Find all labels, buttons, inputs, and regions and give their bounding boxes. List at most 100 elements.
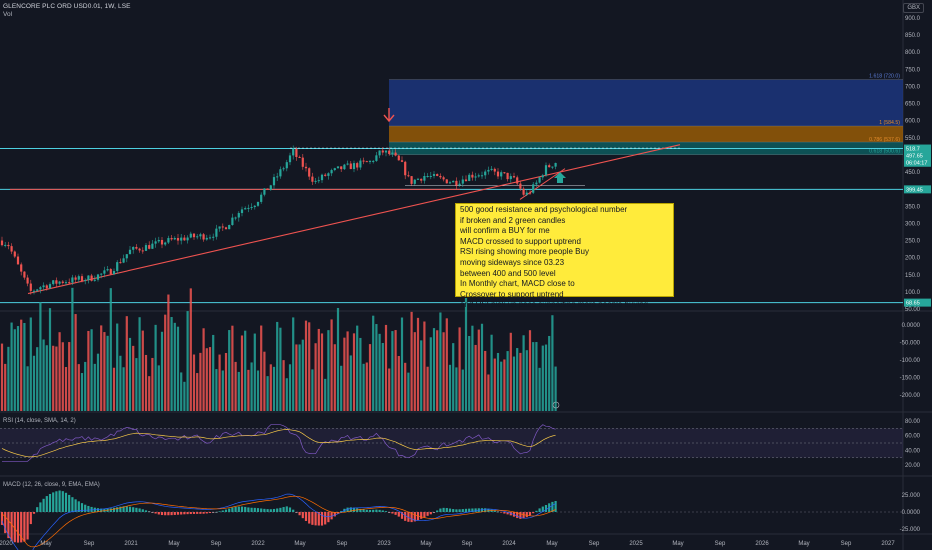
macd-histogram-bar [519,512,522,519]
rsi-pane [0,424,903,462]
macd-histogram-bar [10,512,13,541]
macd-histogram-bar [461,509,464,512]
histogram-bar [525,350,528,411]
histogram-bar [26,366,29,411]
candle-body [90,275,93,281]
histogram-bar [93,363,96,411]
histogram-bar [132,345,135,411]
time-tick: 2022 [251,541,265,547]
macd-histogram-bar [240,506,244,512]
price-tag-bg [904,151,931,160]
candle-body [45,285,48,289]
histogram-bar [436,330,439,411]
histogram-bar [333,344,336,411]
price-tick: 50.00 [905,307,921,313]
macd-histogram-bar [128,506,132,512]
histogram-bar [349,355,352,411]
candle-body [138,248,141,251]
candle-body [448,182,452,184]
histogram-bar [448,364,452,411]
histogram-bar [544,344,548,411]
histogram-bar [288,364,292,411]
histogram-bar [317,328,320,411]
histogram-bar [468,335,471,411]
histogram-bar [336,307,340,411]
eye-icon [552,401,560,409]
candle-body [48,284,52,289]
fib-label: 0.618 (500.6) [869,149,900,155]
rsi-label[interactable]: RSI (14, close, SMA, 14, 2) [3,418,76,424]
macd-histogram-bar [541,506,544,512]
macd-histogram-bar [516,512,519,519]
candle-body [500,172,503,177]
symbol-title[interactable]: GLENCORE PLC ORD USD0.01, 1W, LSE [3,3,131,10]
candle-body [199,234,202,237]
candle-body [506,172,509,180]
histogram-bar [52,345,55,411]
histogram-bar [36,347,39,411]
macd-histogram-bar [119,506,122,512]
macd-histogram-bar [346,507,349,512]
macd-histogram-bar [144,510,148,512]
macd-histogram-bar [29,512,32,525]
histogram-bar [295,344,298,411]
histogram-bar [84,361,87,411]
candle-body [144,245,148,251]
macd-histogram-bar [260,508,263,512]
candle-body [96,274,100,280]
candle-body [304,166,308,169]
histogram-bar [29,317,32,411]
macd-histogram-bar [349,507,352,512]
histogram-bar [528,330,532,411]
candle-body [36,289,39,291]
macd-histogram-bar [68,494,71,512]
histogram-bar [346,331,349,411]
histogram-bar [503,359,506,411]
macd-histogram-bar [61,491,64,512]
macd-label[interactable]: MACD (12, 26, close, 9, EMA, EMA) [3,482,100,488]
macd-histogram-bar [400,512,404,519]
candle-body [455,180,458,186]
macd-histogram-bar [448,508,452,512]
macd-tick: -25.000 [900,527,921,533]
candle-body [160,239,164,245]
candle-body [61,281,64,283]
histogram-bar [196,373,199,411]
histogram-bar [112,367,116,411]
price-tag-label: 68.65 [906,301,920,307]
candle-body [180,237,183,241]
price-tick: 300.0 [905,221,921,227]
histogram-bar [381,343,384,411]
macd-histogram-bar [468,508,471,512]
macd-histogram-bar [506,512,509,515]
histogram-bar [500,361,503,411]
currency-badge[interactable]: GBX [903,3,924,13]
candle-body [74,277,77,280]
time-tick: Sep [841,541,852,547]
candle-body [154,241,157,244]
macd-histogram-bar [87,505,90,512]
macd-histogram-bar [500,512,503,513]
candle-body [52,280,55,285]
macd-histogram-bar [288,507,292,512]
histogram-bar [256,370,260,411]
candle-body [381,150,384,153]
histogram-bar [224,353,228,411]
histogram-bar [327,330,330,411]
histogram-bar [90,329,93,411]
histogram-bar [276,321,279,411]
histogram-bar [420,340,423,411]
candle-body [279,169,282,177]
macd-histogram-bar [253,507,256,512]
histogram-bar [493,358,496,411]
macd-histogram-bar [212,512,215,513]
candle-body [413,179,416,184]
price-tick: 550.0 [905,136,921,142]
time-tick: Sep [84,541,95,547]
candle-body [365,161,368,163]
annotation-note[interactable]: 500 good resistance and psychological nu… [455,203,674,309]
histogram-bar [122,367,125,411]
candle-body [151,243,154,249]
time-tick: Sep [462,541,473,547]
